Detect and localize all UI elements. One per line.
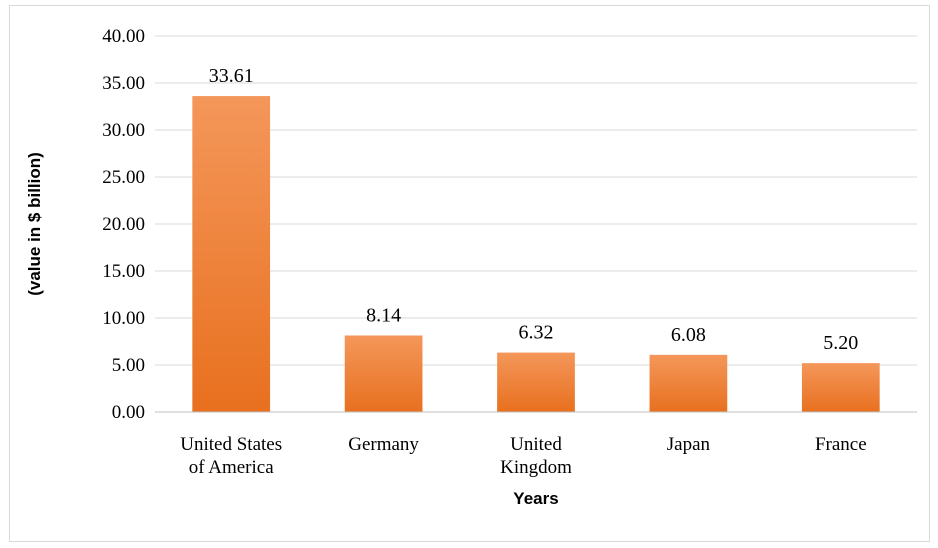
y-tick-label: 15.00 xyxy=(102,261,145,282)
y-tick-label: 5.00 xyxy=(112,355,145,376)
gridlines xyxy=(155,35,917,366)
y-tick-label: 25.00 xyxy=(102,167,145,188)
x-category-label: Germany xyxy=(348,434,419,455)
chart-frame xyxy=(9,5,930,542)
y-axis-title: (value in $ billion) xyxy=(25,152,44,296)
x-axis-categories: United States of America Germany United King… xyxy=(180,434,866,478)
data-label: 8.14 xyxy=(366,304,401,326)
bar xyxy=(344,335,423,412)
x-category-label: United Kingdom xyxy=(500,434,572,478)
bar xyxy=(649,354,728,412)
y-tick-label: 35.00 xyxy=(102,73,145,94)
y-tick-label: 20.00 xyxy=(102,214,145,235)
bar xyxy=(497,352,575,412)
data-label: 6.32 xyxy=(519,322,554,344)
data-label: 5.20 xyxy=(823,332,858,354)
y-axis-ticks: 0.00 5.00 10.00 15.00 20.00 25.00 30.00 35.00 40… xyxy=(102,26,145,423)
x-axis-title: Years xyxy=(513,489,558,508)
data-labels: 33.61 8.14 6.32 6.08 5.20 xyxy=(209,65,859,354)
y-tick-label: 30.00 xyxy=(102,120,145,141)
x-category-label: France xyxy=(815,434,867,455)
x-category-label: Japan xyxy=(667,434,711,455)
bar xyxy=(801,363,880,412)
x-category-label: United States of America xyxy=(180,434,282,478)
y-tick-label: 10.00 xyxy=(102,308,145,329)
y-tick-label: 40.00 xyxy=(102,26,145,47)
bar xyxy=(192,96,271,412)
bars xyxy=(192,96,880,412)
y-tick-label: 0.00 xyxy=(112,402,145,423)
data-label: 6.08 xyxy=(671,324,706,346)
data-label: 33.61 xyxy=(209,65,254,87)
